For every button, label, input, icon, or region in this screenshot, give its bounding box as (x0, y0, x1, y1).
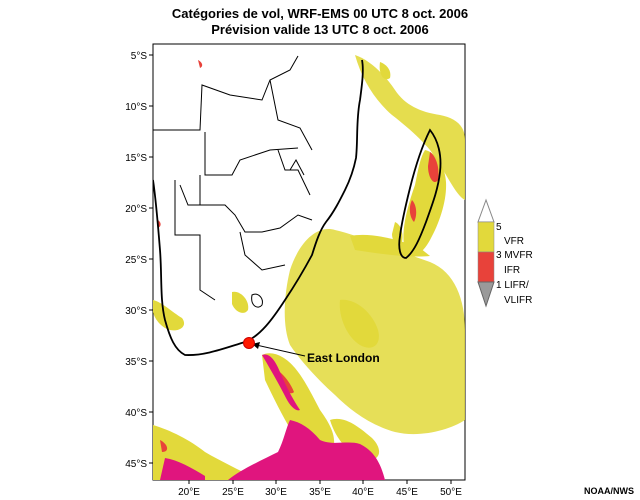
legend-lifr-label: 1 LIFR/ (496, 280, 529, 291)
lat-label: 30°S (125, 306, 147, 317)
lon-label: 20°E (178, 487, 200, 498)
longitude-axis: 20°E 25°E 30°E 35°E 40°E 45°E 50°E (178, 480, 462, 498)
lat-label: 35°S (125, 357, 147, 368)
latitude-axis: 5°S 10°S 15°S 20°S 25°S 30°S 35°S 40°S 4… (125, 51, 153, 470)
annotation-arrow (251, 343, 306, 357)
legend-ifr-label: IFR (504, 265, 520, 276)
coastlines (153, 59, 442, 356)
lon-label: 35°E (309, 487, 331, 498)
legend-vfr-swatch (477, 221, 495, 253)
legend-top-triangle-icon (477, 198, 495, 223)
legend-mvfr-label: 3 MVFR (496, 250, 533, 261)
ifr-areas (160, 354, 385, 480)
lat-label: 5°S (131, 51, 148, 62)
lat-label: 15°S (125, 153, 147, 164)
east-london-marker (243, 337, 255, 349)
lat-label: 20°S (125, 204, 147, 215)
lat-label: 45°S (125, 459, 147, 470)
legend-bottom-triangle-icon (477, 281, 495, 308)
lat-label: 40°S (125, 408, 147, 419)
lon-label: 30°E (265, 487, 287, 498)
map-title-line1: Catégories de vol, WRF-EMS 00 UTC 8 oct.… (171, 6, 469, 21)
lon-label: 45°E (396, 487, 418, 498)
legend-vfr-label: VFR (504, 236, 524, 247)
lat-label: 10°S (125, 102, 147, 113)
legend-vlifr-label: VLIFR (504, 295, 532, 306)
lon-label: 25°E (222, 487, 244, 498)
lon-label: 40°E (352, 487, 374, 498)
map-title-line2: Prévision valide 13 UTC 8 oct. 2006 (211, 22, 429, 37)
lat-label: 25°S (125, 255, 147, 266)
legend-scale-5: 5 (496, 222, 502, 233)
east-london-label: East London (307, 351, 380, 365)
credit-label: NOAA/NWS (584, 486, 634, 496)
mvfr-areas (158, 60, 439, 452)
country-borders (153, 55, 313, 308)
legend-mvfr-swatch (477, 251, 495, 283)
legend: 5 VFR 3 MVFR IFR 1 LIFR/ VLIFR (477, 198, 533, 308)
lon-label: 50°E (440, 487, 462, 498)
east-london-annotation: East London (243, 337, 380, 365)
